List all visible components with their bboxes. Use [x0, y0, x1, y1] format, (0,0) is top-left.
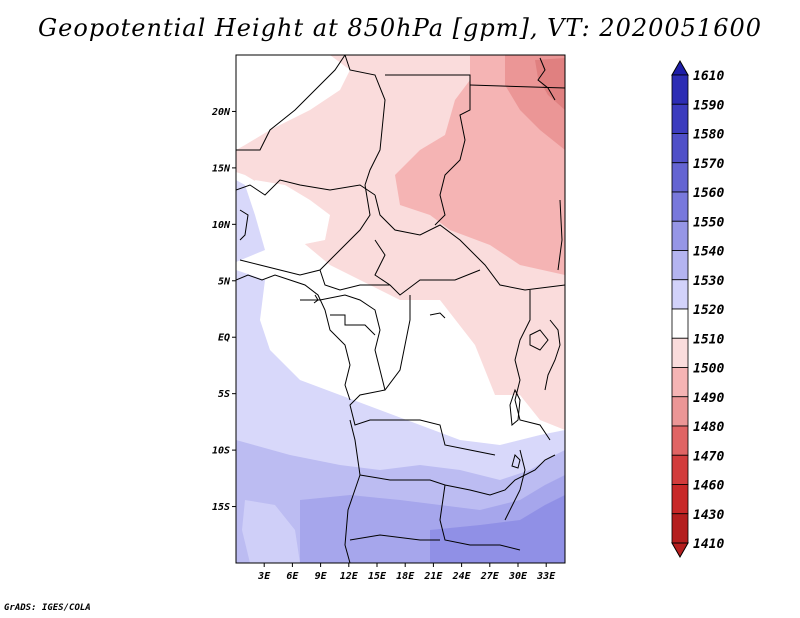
colorbar-label: 1480 [693, 420, 724, 435]
fill-1510-patch-north [236, 55, 350, 150]
country-borders [236, 55, 565, 563]
colorbar-swatch [671, 250, 689, 281]
lat-tick-label: 20N [211, 107, 231, 118]
colorbar-label: 1570 [693, 157, 724, 172]
colorbar-swatch [671, 454, 689, 485]
colorbar-label: 1490 [693, 391, 724, 406]
lon-tick-label: 24E [452, 571, 472, 582]
lat-tick-label: 5N [218, 276, 231, 287]
lat-tick-label: 5S [218, 389, 230, 400]
colorbar-label: 1580 [693, 128, 724, 143]
colorbar-label: 1430 [693, 508, 724, 523]
map-frame [235, 54, 566, 564]
fill-1520-westcoast [236, 180, 265, 262]
lat-tick-label: EQ [218, 333, 230, 344]
lat-tick-label: 10N [212, 220, 231, 231]
lon-tick-label: 12E [340, 571, 359, 582]
colorbar: 1610 1590 1580 1570 1560 1550 1540 1530 1520 1510… [671, 59, 724, 559]
colorbar-label: 1470 [693, 449, 724, 464]
colorbar-label: 1520 [693, 303, 724, 318]
lon-tick-label: 15E [368, 571, 387, 582]
fill-1550 [430, 495, 565, 563]
lon-tick-label: 18E [396, 571, 415, 582]
lon-tick-label: 33E [536, 571, 556, 582]
colorbar-swatch [671, 191, 689, 222]
colorbar-label: 1560 [693, 186, 724, 201]
colorbar-bottom-arrow [671, 542, 689, 559]
colorbar-label: 1610 [693, 69, 724, 84]
colorbar-label: 1590 [693, 98, 724, 113]
colorbar-swatch [671, 279, 689, 310]
contour-fill [236, 55, 565, 563]
colorbar-label: 1500 [693, 362, 724, 377]
colorbar-top-arrow [671, 59, 689, 76]
lon-tick-label: 9E [315, 571, 328, 582]
colorbar-swatch [671, 308, 689, 339]
colorbar-swatch [671, 425, 689, 456]
fill-1470 [535, 58, 565, 110]
colorbar-swatch [671, 513, 689, 544]
fill-1510-patch-west [255, 180, 330, 245]
colorbar-swatch [671, 337, 689, 368]
colorbar-label: 1550 [693, 215, 724, 230]
colorbar-label: 1460 [693, 479, 724, 494]
grads-credit: GrADS: IGES/COLA [4, 603, 91, 613]
colorbar-label: 1510 [693, 332, 724, 347]
colorbar-label: 1540 [693, 245, 724, 260]
colorbar-swatch [671, 396, 689, 427]
colorbar-swatch [671, 367, 689, 398]
lon-tick-label: 21E [423, 571, 443, 582]
colorbar-swatch [671, 133, 689, 164]
lon-axis: 3E 6E 9E 12E 15E 18E 21E 24E 27E 30E 33E [257, 563, 556, 582]
colorbar-label: 1410 [693, 537, 724, 552]
colorbar-swatch [671, 74, 689, 105]
lon-tick-label: 6E [286, 571, 299, 582]
lon-tick-label: 3E [257, 571, 271, 582]
colorbar-swatch [671, 484, 689, 515]
chart-title: Geopotential Height at 850hPa [gpm], VT:… [38, 14, 762, 42]
colorbar-swatch [671, 162, 689, 193]
colorbar-swatch [671, 220, 689, 251]
lat-tick-label: 15S [212, 502, 230, 513]
colorbar-label: 1530 [693, 274, 724, 289]
lon-tick-label: 30E [508, 571, 528, 582]
lat-tick-label: 10S [212, 446, 230, 457]
lakes [313, 294, 549, 469]
lat-axis: 20N 15N 10N 5N EQ 5S 10S 15S [211, 107, 236, 513]
lon-tick-label: 27E [480, 571, 500, 582]
colorbar-swatch [671, 103, 689, 134]
lat-tick-label: 15N [212, 163, 231, 174]
fill-1520-sw-blob [242, 500, 300, 563]
